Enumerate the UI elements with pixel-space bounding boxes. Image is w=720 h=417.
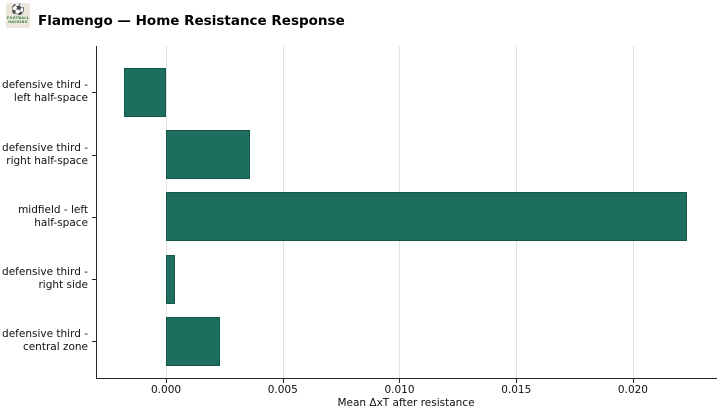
y-tick-label-line: central zone — [22, 341, 88, 354]
y-tick-label-line: defensive third - — [2, 266, 88, 279]
bar-3 — [166, 254, 176, 304]
y-tick-label: midfield - left half-space — [18, 204, 88, 230]
y-tick-label-line: defensive third - — [2, 141, 88, 154]
y-tick-mark — [92, 279, 96, 281]
x-tick-mark — [516, 379, 518, 383]
x-tick-label: 0.000 — [151, 384, 182, 396]
y-tick-mark — [92, 92, 96, 94]
y-tick-label-line: left half-space — [13, 92, 88, 105]
y-tick-label: defensive third - right half-space — [2, 142, 88, 168]
y-tick-label: defensive third - central zone — [2, 328, 88, 354]
y-tick-label-line: defensive third - — [2, 79, 88, 92]
bar-0 — [124, 67, 167, 117]
x-axis-label: Mean ΔxT after resistance — [337, 397, 475, 409]
y-tick-label-line: right side — [38, 279, 88, 292]
x-tick-label: 0.010 — [384, 384, 415, 396]
y-tick-label-line: right half-space — [6, 154, 88, 167]
bar-2 — [166, 192, 687, 242]
x-tick-mark — [166, 379, 168, 383]
bar-1 — [166, 130, 251, 180]
y-tick-label-line: half-space — [34, 216, 88, 229]
logo-text-line1: FOOTBALL — [6, 16, 30, 20]
y-tick-mark — [92, 341, 96, 343]
logo-text-line2: HACKING — [8, 20, 28, 24]
y-axis-spine — [96, 46, 97, 378]
y-tick-label-line: defensive third - — [2, 328, 88, 341]
x-tick-mark — [282, 379, 284, 383]
x-tick-mark — [399, 379, 401, 383]
x-tick-label: 0.005 — [267, 384, 298, 396]
y-tick-label: defensive third - right side — [2, 266, 88, 292]
bar-4 — [166, 316, 220, 366]
plot-area: 0.000 0.005 0.010 0.015 0.020 defensive third… — [2, 46, 717, 396]
football-hacking-logo: ⚽ FOOTBALL HACKING — [6, 3, 30, 28]
soccer-ball-icon: ⚽ — [11, 3, 25, 16]
x-tick-label: 0.015 — [501, 384, 532, 396]
x-tick-mark — [632, 379, 634, 383]
y-tick-mark — [92, 154, 96, 156]
y-tick-label: defensive third - left half-space — [2, 79, 88, 105]
x-tick-label: 0.020 — [617, 384, 648, 396]
y-tick-mark — [92, 216, 96, 218]
chart-title: Flamengo — Home Resistance Response — [38, 13, 345, 29]
x-axis-spine — [96, 378, 717, 379]
y-tick-label-line: midfield - left — [18, 203, 88, 216]
